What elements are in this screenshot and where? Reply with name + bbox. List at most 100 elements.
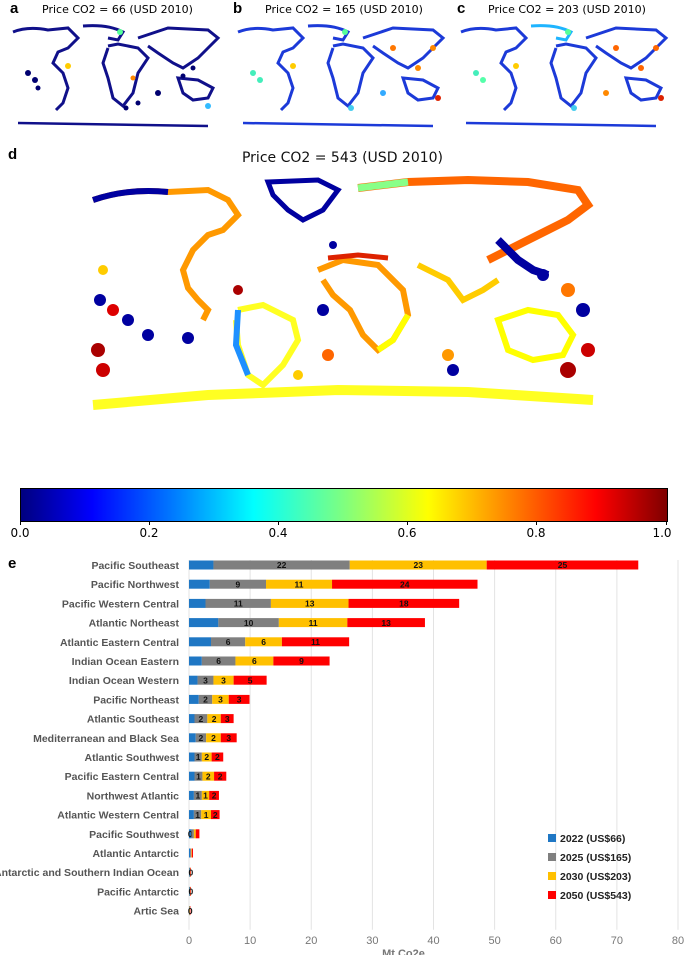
data-label: 2 bbox=[212, 714, 217, 724]
data-label: 9 bbox=[299, 656, 304, 666]
data-label: 0 bbox=[188, 887, 193, 897]
data-label: 6 bbox=[216, 656, 221, 666]
bar-segment bbox=[211, 810, 220, 820]
data-label: 6 bbox=[226, 637, 231, 647]
category-label: Indian Ocean Western bbox=[69, 675, 179, 687]
bar-segment bbox=[190, 886, 191, 896]
bar-segment bbox=[218, 618, 279, 628]
data-label: 23 bbox=[413, 560, 423, 570]
bar-segment bbox=[270, 598, 349, 608]
bar-segment bbox=[194, 714, 208, 724]
data-label: 2 bbox=[206, 771, 211, 781]
bar-segment bbox=[211, 637, 246, 647]
bar-segment bbox=[191, 848, 192, 858]
bar-segment bbox=[189, 886, 191, 896]
colorbar-tick-label: 0.0 bbox=[10, 526, 30, 540]
category-label: Antarctic and Southern Indian Ocean bbox=[0, 867, 179, 879]
data-label: 5 bbox=[248, 675, 253, 685]
bar-segment bbox=[347, 618, 425, 628]
data-label: 3 bbox=[225, 714, 230, 724]
data-label: 6 bbox=[252, 656, 257, 666]
data-label: 2 bbox=[211, 733, 216, 743]
data-label: 11 bbox=[309, 618, 318, 628]
bar-segment bbox=[189, 906, 191, 916]
x-tick-label: 40 bbox=[427, 935, 439, 947]
bar-segment bbox=[213, 560, 350, 570]
bar-segment bbox=[220, 733, 237, 743]
data-label: 11 bbox=[295, 579, 304, 589]
data-label: 9 bbox=[236, 579, 241, 589]
data-label: 2 bbox=[199, 714, 204, 724]
colorbar-tick-label: 0.2 bbox=[139, 526, 159, 540]
bar-segment bbox=[189, 714, 195, 724]
bar-segment bbox=[189, 560, 214, 570]
colorbar-tickmark bbox=[536, 521, 537, 525]
bar-segment bbox=[348, 598, 460, 608]
bar-segment bbox=[233, 675, 267, 685]
bar-segment bbox=[205, 598, 271, 608]
bar-segment bbox=[273, 656, 330, 666]
bar-segment bbox=[189, 675, 198, 685]
bar-segment bbox=[194, 771, 203, 781]
bar-segment bbox=[209, 579, 267, 589]
data-label: 13 bbox=[381, 618, 391, 628]
bar-segment bbox=[235, 656, 274, 666]
category-label: Pacific Western Central bbox=[62, 598, 179, 610]
panel-c-letter: c bbox=[457, 0, 466, 17]
bar-segment bbox=[201, 752, 212, 762]
legend-label: 2050 (US$543) bbox=[560, 890, 631, 902]
x-tick-label: 60 bbox=[550, 935, 562, 947]
legend-swatch bbox=[548, 853, 556, 861]
bar-segment bbox=[191, 829, 194, 839]
bar-segment bbox=[189, 867, 191, 877]
map-panel-a bbox=[12, 24, 221, 128]
bar-segment bbox=[206, 733, 221, 743]
data-label: 0 bbox=[188, 829, 193, 839]
bar-segment bbox=[189, 771, 195, 781]
bar-segment bbox=[189, 598, 206, 608]
legend-swatch bbox=[548, 834, 556, 842]
bar-segment bbox=[486, 560, 639, 570]
category-label: Atlantic Northeast bbox=[89, 618, 180, 630]
bar-segment bbox=[191, 848, 193, 858]
bar-segment bbox=[193, 810, 202, 820]
bar-segment bbox=[194, 752, 202, 762]
data-label: 2 bbox=[203, 695, 208, 705]
bar-segment bbox=[220, 714, 234, 724]
data-label: 1 bbox=[195, 791, 200, 801]
x-tick-label: 0 bbox=[186, 935, 192, 947]
category-label: Pacific Southwest bbox=[89, 829, 179, 841]
data-label: 1 bbox=[196, 752, 201, 762]
bar-segment bbox=[193, 790, 202, 800]
panel-a-title: Price CO2 = 66 (USD 2010) bbox=[42, 3, 193, 16]
data-label: 18 bbox=[399, 599, 409, 609]
bar-segment bbox=[195, 829, 200, 839]
legend-swatch bbox=[548, 872, 556, 880]
data-label: 6 bbox=[261, 637, 266, 647]
category-label: Pacific Northwest bbox=[91, 579, 180, 591]
bar-segment bbox=[209, 790, 219, 800]
data-label: 13 bbox=[305, 599, 315, 609]
bar-segment bbox=[349, 560, 487, 570]
bar-segment bbox=[189, 579, 210, 589]
data-label: 2 bbox=[213, 810, 218, 820]
data-label: 2 bbox=[199, 733, 204, 743]
category-label: Atlantic Southeast bbox=[87, 714, 180, 726]
map-panel-d bbox=[91, 175, 595, 410]
data-label: 2 bbox=[212, 791, 217, 801]
bar-segment bbox=[212, 694, 229, 704]
bar-segment bbox=[228, 694, 250, 704]
category-label: Pacific Northeast bbox=[93, 694, 179, 706]
x-tick-label: 80 bbox=[672, 935, 684, 947]
data-label: 22 bbox=[277, 560, 287, 570]
bar-segment bbox=[189, 694, 199, 704]
data-label: 1 bbox=[204, 810, 209, 820]
bar-segment bbox=[190, 867, 191, 877]
x-tick-label: 70 bbox=[611, 935, 623, 947]
bar-segment bbox=[189, 867, 191, 877]
category-label: Pacific Eastern Central bbox=[65, 771, 179, 783]
data-label: 1 bbox=[195, 810, 200, 820]
colorbar-tickmark bbox=[407, 521, 408, 525]
data-label: 2 bbox=[204, 752, 209, 762]
bar-segment bbox=[189, 906, 190, 916]
